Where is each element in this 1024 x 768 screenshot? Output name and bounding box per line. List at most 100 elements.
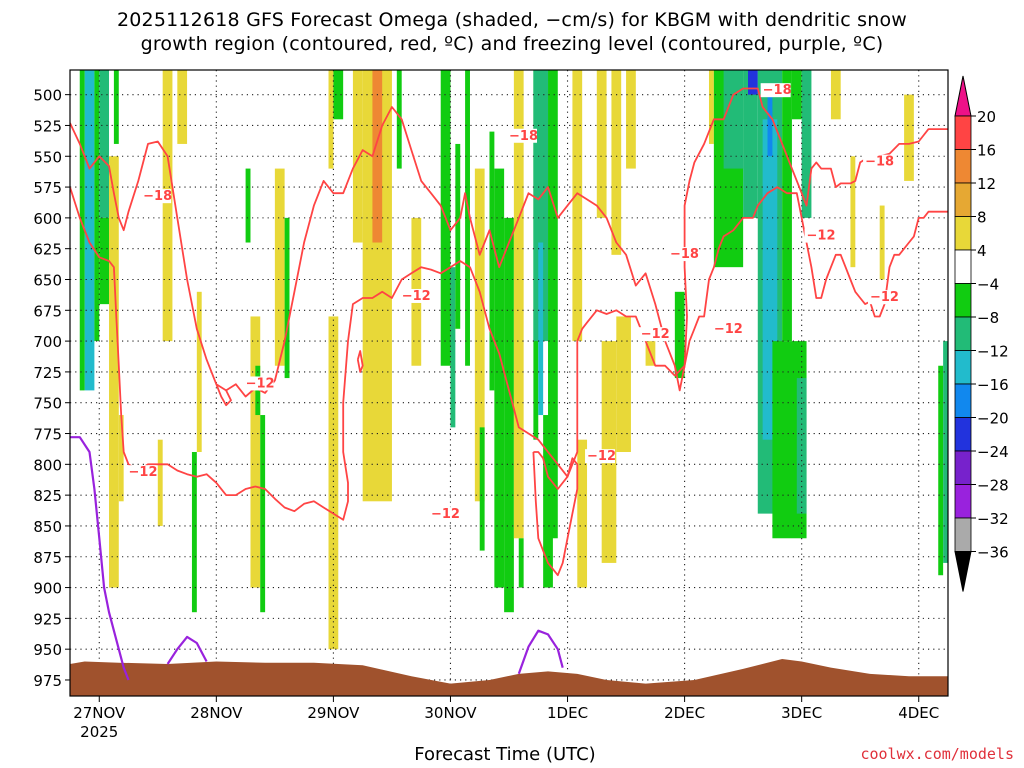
colorbar-swatch <box>954 149 972 184</box>
colorbar-label: −28 <box>977 477 1009 495</box>
omega-cell <box>79 70 85 391</box>
colorbar-swatch <box>954 283 972 318</box>
plot-frame <box>69 69 949 697</box>
contour-label-bg <box>804 228 835 243</box>
colorbar-label: −32 <box>977 510 1009 528</box>
y-tick-label: 950 <box>33 641 62 659</box>
x-tick-label: 27NOV <box>73 704 126 722</box>
contour-label: −12 <box>807 229 836 244</box>
omega-cell <box>250 316 261 588</box>
contour-label: −18 <box>509 129 538 144</box>
contour-label: −12 <box>587 449 616 464</box>
omega-cell <box>494 168 505 588</box>
omega-cell <box>99 217 110 305</box>
contour-label-bg <box>867 290 898 305</box>
omega-cell <box>723 70 744 169</box>
omega-cell <box>260 415 266 613</box>
colorbar-swatch <box>954 316 972 351</box>
omega-cell <box>748 70 758 95</box>
contour-label-bg <box>428 507 459 522</box>
contour-label-bg <box>863 154 894 169</box>
terrain <box>70 659 948 696</box>
colorbar-swatch <box>954 484 972 519</box>
colorbar-top-arrow <box>954 75 972 117</box>
colorbar-label: 16 <box>977 142 996 160</box>
contour-label: −12 <box>129 465 158 480</box>
grid <box>70 70 948 696</box>
omega-cell <box>830 70 841 120</box>
omega-cell <box>518 538 524 588</box>
contour-label: −12 <box>714 322 743 337</box>
colorbar-label: −20 <box>977 410 1009 428</box>
colorbar-label: −4 <box>977 276 999 294</box>
omega-cell <box>489 131 495 391</box>
colorbar-label: −8 <box>977 309 999 327</box>
y-tick-label: 575 <box>33 179 62 197</box>
axes: 500 525 550 575 600 625 650 675 700 725 750 775 800 8… <box>33 87 939 741</box>
contour-label-bg <box>585 449 616 464</box>
omega-cell <box>333 70 344 120</box>
colorbar-label: 4 <box>977 242 987 260</box>
y-tick-label: 775 <box>33 426 62 444</box>
omega-cell <box>904 94 914 181</box>
omega-cell <box>767 94 773 157</box>
y-tick-label: 725 <box>33 364 62 382</box>
omega-cell <box>118 415 124 502</box>
omega-cell <box>99 70 110 218</box>
contour-label-bg <box>243 376 274 391</box>
contour-label-bg <box>760 83 791 98</box>
dendritic-contour <box>356 350 364 373</box>
colorbar-label: 12 <box>977 175 996 193</box>
omega-cell <box>479 427 485 551</box>
omega-cell <box>245 168 251 243</box>
contours <box>70 87 948 681</box>
omega-cell <box>543 415 553 588</box>
omega-cell <box>191 452 197 613</box>
x-tick-label: 2DEC <box>664 704 705 722</box>
omega-cell <box>274 168 285 366</box>
omega-cell <box>782 70 792 342</box>
y-tick-label: 900 <box>33 580 62 598</box>
omega-cell <box>879 205 885 280</box>
y-tick-label: 500 <box>33 87 62 105</box>
colorbar-label: −36 <box>977 544 1009 562</box>
y-tick-label: 550 <box>33 148 62 166</box>
omega-cell <box>548 70 558 539</box>
omega-cell <box>801 70 812 218</box>
dendritic-contour <box>532 451 579 577</box>
omega-cell <box>328 70 334 169</box>
contour-label: −18 <box>670 247 699 262</box>
contour-label-bg <box>507 128 537 143</box>
colorbar-label: 8 <box>977 209 987 227</box>
colorbar-swatch <box>954 350 972 385</box>
y-tick-label: 825 <box>33 487 62 505</box>
x-tick-label: 4DEC <box>898 704 939 722</box>
contour-label: −18 <box>763 83 792 98</box>
y-tick-label: 600 <box>33 210 62 228</box>
omega-cell <box>157 439 163 526</box>
credit-text: coolwx.com/models <box>860 745 1014 763</box>
omega-cell <box>645 328 656 366</box>
y-tick-label: 525 <box>33 117 62 135</box>
y-tick-label: 700 <box>33 333 62 351</box>
x-tick-label: 28NOV <box>190 704 243 722</box>
omega-cell <box>465 70 470 366</box>
contour-label-bg <box>667 247 698 262</box>
omega-shading <box>79 70 948 650</box>
terrain-fill <box>70 659 948 696</box>
y-tick-label: 650 <box>33 271 62 289</box>
contour-label-bg <box>638 327 669 342</box>
contour-label: −12 <box>870 290 899 305</box>
omega-cell <box>616 316 631 453</box>
x-axis-label: Forecast Time (UTC) <box>414 744 596 765</box>
omega-cell <box>474 168 485 502</box>
omega-cell <box>938 365 944 576</box>
contour-label: −12 <box>246 376 275 391</box>
x-tick-label: 30NOV <box>424 704 477 722</box>
colorbar-label: 20 <box>977 108 996 126</box>
omega-cell <box>352 70 363 243</box>
colorbar: 20 16 12 8 4 −4 −8 −12 −16 −20 −24 −28 −32 −36 <box>954 75 1009 592</box>
colorbar-label: −16 <box>977 376 1009 394</box>
colorbar-swatch <box>954 249 972 284</box>
contour-labels: −18 −18 −18 −18 −18 −12 −12 −12 −12 −12 −12 −12 −12 −… <box>126 83 899 522</box>
